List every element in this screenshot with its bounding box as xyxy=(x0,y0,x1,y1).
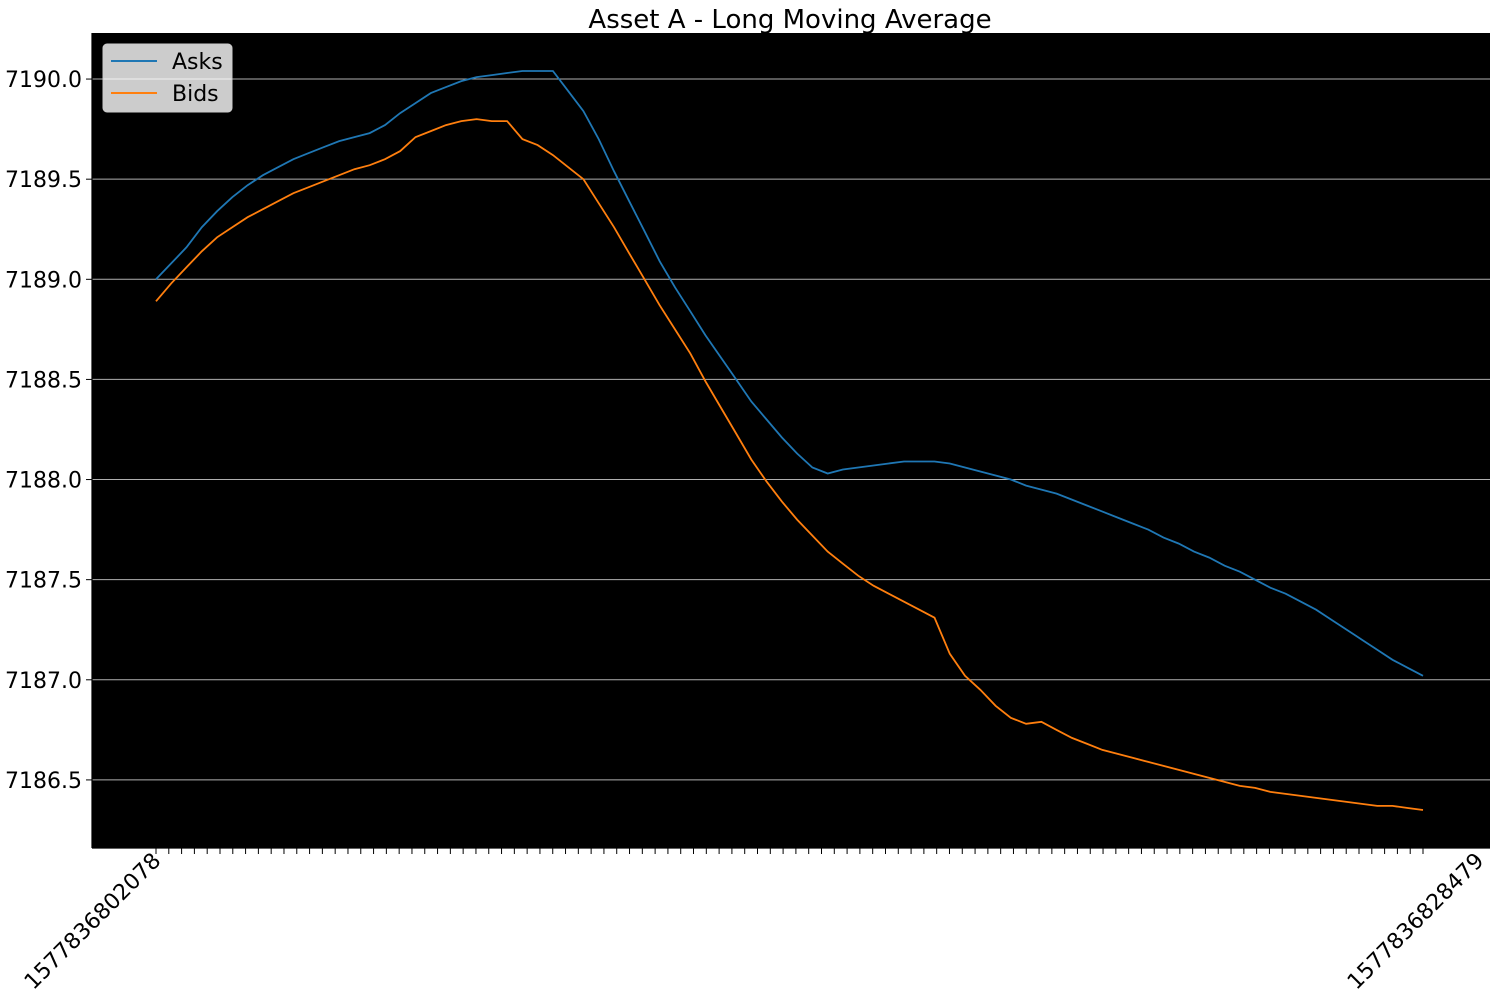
y-axis: 7186.5 7187.0 7187.5 7188.0 7188.5 7189.0 7189… xyxy=(5,33,93,848)
x-tick-label: 1577836802078 xyxy=(20,849,166,995)
y-tick-label: 7186.5 xyxy=(5,769,82,794)
y-tick-label: 7190.0 xyxy=(5,68,82,93)
series-line-asks xyxy=(155,70,1424,677)
y-tick-label: 7187.5 xyxy=(5,569,82,594)
y-tick-label: 7187.0 xyxy=(5,669,82,694)
legend-label: Asks xyxy=(172,50,223,75)
plot-area xyxy=(92,33,1490,848)
legend: Asks Bids xyxy=(102,43,233,113)
series-line-bids xyxy=(155,118,1424,811)
grid-lines xyxy=(92,78,1490,781)
legend-label: Bids xyxy=(172,82,219,107)
y-tick-label: 7189.0 xyxy=(5,268,82,293)
x-axis: 1577836802078 1577836828479 xyxy=(20,847,1490,995)
y-tick-label: 7189.5 xyxy=(5,168,82,193)
y-tick-label: 7188.5 xyxy=(5,368,82,393)
series-lines xyxy=(155,70,1424,811)
y-tick-label: 7188.0 xyxy=(5,469,82,494)
chart-title: Asset A - Long Moving Average xyxy=(588,5,991,35)
x-tick-label: 1577836828479 xyxy=(1343,849,1489,995)
